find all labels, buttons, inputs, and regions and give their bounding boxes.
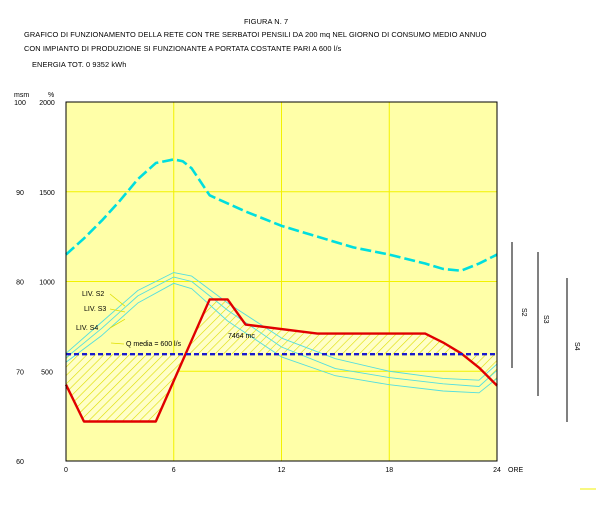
hatched-volume-area	[186, 299, 463, 355]
leader-line	[110, 342, 125, 345]
leader-line	[109, 293, 126, 307]
y1-tick-label: 70	[16, 369, 24, 376]
label-volume: 7464 mc	[228, 333, 255, 340]
y1-axis-unit: msm	[14, 92, 29, 99]
y1-tick-label: 80	[16, 280, 24, 287]
level-line	[65, 282, 498, 394]
y2-axis-unit: %	[48, 92, 54, 99]
y1-tick-label: 60	[16, 459, 24, 466]
demand-line	[65, 158, 498, 273]
x-axis-label: ORE	[508, 467, 524, 474]
label-liv-s2: LIV. S2	[82, 291, 104, 298]
bracket-label-s4: S4	[573, 342, 580, 351]
x-tick-label: 24	[493, 467, 501, 474]
plot-frame	[65, 101, 498, 462]
bracket-label-s3: S3	[542, 315, 549, 324]
y2-tick-label: 1000	[39, 280, 55, 287]
x-tick-label: 12	[278, 467, 286, 474]
y1-tick-label: 90	[16, 190, 24, 197]
energy-total: ENERGIA TOT. 0 9352 kWh	[32, 60, 127, 69]
x-tick-label: 18	[385, 467, 393, 474]
chart-title-line-2: CON IMPIANTO DI PRODUZIONE SI FUNZIONANT…	[24, 44, 342, 53]
y2-tick-label: 500	[41, 369, 53, 376]
label-q-media: Q media = 600 l/s	[126, 341, 182, 348]
y2-tick-label: 1500	[39, 190, 55, 197]
x-tick-label: 0	[64, 467, 68, 474]
hatched-volume-area	[462, 354, 497, 386]
y1-tick-label: 100	[14, 100, 26, 107]
y2-tick-label: 2000	[39, 100, 55, 107]
chart-title-line-1: GRAFICO DI FUNZIONAMENTO DELLA RETE CON …	[24, 30, 487, 39]
leader-line	[109, 318, 126, 329]
leader-line	[109, 308, 126, 313]
level-line	[65, 272, 498, 381]
hatched-volume-area	[66, 352, 187, 422]
bracket-label-s2: S2	[520, 308, 527, 317]
figure-number: FIGURA N. 7	[244, 17, 289, 26]
label-liv-s3: LIV. S3	[84, 306, 106, 313]
x-tick-label: 6	[172, 467, 176, 474]
level-line	[65, 276, 498, 387]
label-liv-s4: LIV. S4	[76, 325, 98, 332]
